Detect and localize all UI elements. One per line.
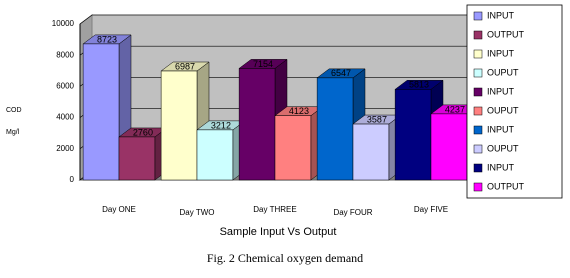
bar-front xyxy=(118,136,156,181)
grid-line xyxy=(79,14,482,25)
bar-front xyxy=(394,89,432,181)
value-label: 8723 xyxy=(97,34,117,44)
value-label: 4237 xyxy=(445,104,465,114)
value-label: 3212 xyxy=(211,120,231,130)
bar-front xyxy=(316,77,354,181)
legend-swatch xyxy=(473,144,483,154)
x-tick-label: Day THREE xyxy=(253,205,296,214)
x-tick-label: Day ONE xyxy=(102,205,136,214)
legend-label: OUPUT xyxy=(487,67,519,77)
bar xyxy=(274,106,324,181)
bar-front xyxy=(430,113,468,181)
bar xyxy=(160,61,210,181)
legend-label: OUPUT xyxy=(487,143,519,153)
legend-swatch xyxy=(473,163,483,173)
y-tick-label: 4000 xyxy=(56,113,74,122)
legend-label: OUTPUT xyxy=(487,29,525,39)
bar-front xyxy=(238,68,276,181)
value-label: 3587 xyxy=(367,114,387,124)
y-tick-label: 8000 xyxy=(56,50,74,59)
value-label: 5813 xyxy=(409,80,429,90)
bar-front xyxy=(196,129,234,181)
legend-label: OUPUT xyxy=(487,105,519,115)
y-tick-label: 0 xyxy=(70,175,75,184)
legend-label: OUTPUT xyxy=(487,181,525,191)
value-label: 6547 xyxy=(331,68,351,78)
x-tick-label: Day FIVE xyxy=(414,205,448,214)
y-tick-label: 10000 xyxy=(52,19,75,28)
bar xyxy=(352,114,402,181)
value-label: 6987 xyxy=(175,61,195,71)
legend-swatch xyxy=(473,182,483,192)
value-label: 7154 xyxy=(253,59,273,69)
y-tick-label: 6000 xyxy=(56,82,74,91)
legend-swatch xyxy=(473,87,483,97)
legend-label: INPUT xyxy=(487,10,515,20)
y-tick-label: 2000 xyxy=(56,144,74,153)
legend-label: INPUT xyxy=(487,86,515,96)
bar-front xyxy=(82,43,120,181)
bar-front xyxy=(160,70,198,181)
legend-swatch xyxy=(473,11,483,21)
legend-label: INPUT xyxy=(487,124,515,134)
x-tick-label: Day FOUR xyxy=(333,208,372,217)
caption: Fig. 2 Chemical oxygen demand xyxy=(207,251,363,265)
legend-box xyxy=(466,4,563,199)
y-axis-label: COD xyxy=(6,107,22,114)
legend-label: INPUT xyxy=(487,48,515,58)
legend-swatch xyxy=(473,106,483,116)
x-tick-label: Day TWO xyxy=(180,208,215,217)
legend-swatch xyxy=(473,30,483,40)
value-label: 4123 xyxy=(289,106,309,116)
value-label: 2760 xyxy=(133,127,153,137)
legend-swatch xyxy=(473,49,483,59)
legend-swatch xyxy=(473,68,483,78)
bar-front xyxy=(274,115,312,181)
bar-front xyxy=(352,123,390,181)
legend-label: INPUT xyxy=(487,162,515,172)
x-axis-title: Sample Input Vs Output xyxy=(220,226,337,238)
y-axis-label: Mg/l xyxy=(6,129,20,136)
legend-swatch xyxy=(473,125,483,135)
